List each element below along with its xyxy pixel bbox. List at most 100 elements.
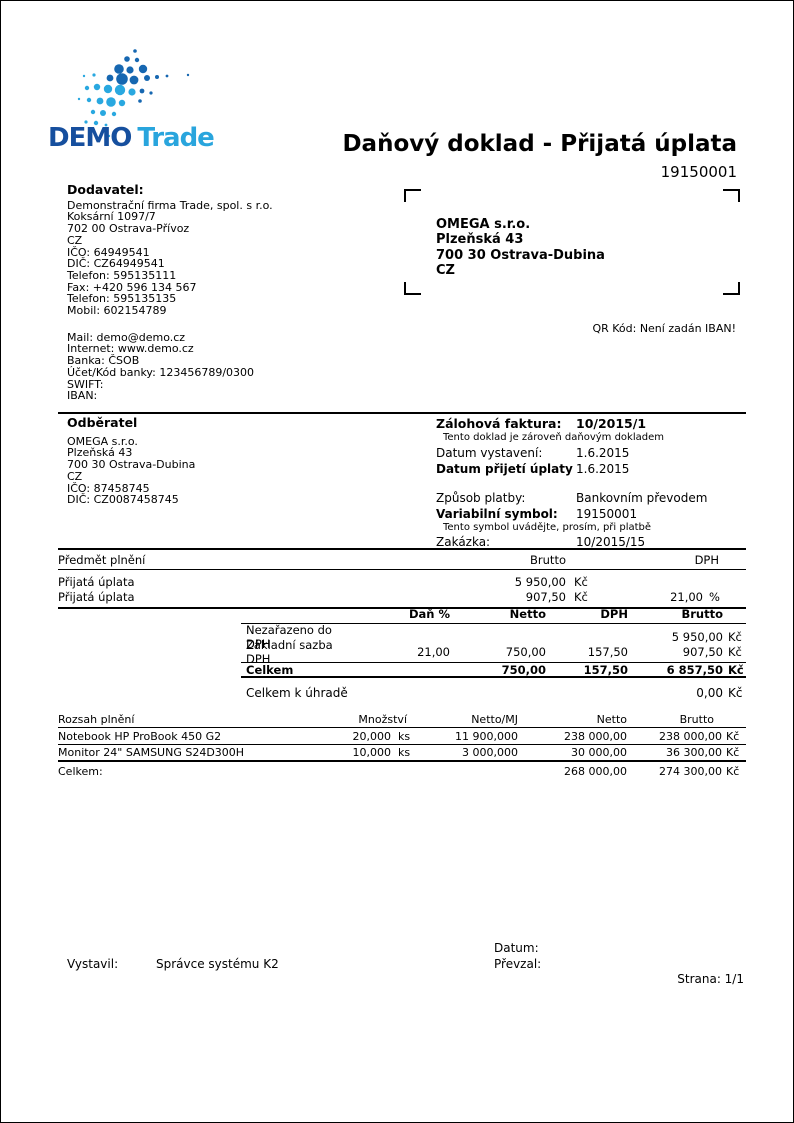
demo-trade-logo-dots-icon [77,49,190,138]
items-table: Rozsah plnění Množství Netto/MJ Netto Br… [58,711,746,780]
window-corner-bottom-left [404,282,421,295]
vat-row-currency: Kč [728,629,742,644]
item-currency: Kč [726,729,740,743]
supplier-line: 702 00 Ostrava-Přívoz [67,222,190,236]
vat-total-netto: 750,00 [501,662,546,677]
items-total-label: Celkem: [58,764,103,778]
items-total-currency: Kč [726,764,740,778]
item-netto-mj: 3 000,000 [462,746,518,759]
item-brutto: 36 300,00 [666,746,722,759]
item-row: Monitor 24" SAMSUNG S24D300H 10,000 ks 3… [58,745,746,762]
item-name: Monitor 24" SAMSUNG S24D300H [58,746,245,759]
variable-symbol-value: 19150001 [576,507,638,521]
meta-row-invoice: Zálohová faktura: 10/2015/1 [436,416,746,431]
items-table-header: Rozsah plnění Množství Netto/MJ Netto Br… [58,711,746,728]
customer-line: IČO: 87458745 [67,481,150,495]
subject-row: Přijatá úplata 5 950,00 Kč [58,574,746,589]
document-number: 19150001 [660,163,737,181]
invoice-number-value: 10/2015/1 [576,416,647,431]
variable-symbol-note: Tento symbol uvádějte, prosím, při platb… [443,522,652,533]
vat-col-netto: Netto [509,607,546,621]
logo-trade-text: Trade [137,123,214,153]
items-col-name: Rozsah plnění [58,712,135,726]
vat-col-rate: Daň % [408,607,450,621]
supplier-contact-line: SWIFT: [67,377,104,391]
qr-code-note: QR Kód: Není zadán IBAN! [592,322,736,335]
items-total-row: Celkem: 268 000,00 274 300,00 Kč [58,762,746,780]
issue-date-label: Datum vystavení: [436,446,543,460]
supplier-contact-line: Internet: www.demo.cz [67,342,194,356]
meta-row-payment-method: Způsob platby: Bankovním převodem [436,491,746,505]
customer-line: DIČ: CZ0087458745 [67,493,179,507]
issued-by-value: Správce systému K2 [156,957,279,971]
subject-row: Přijatá úplata 907,50 Kč 21,00 % [58,589,746,604]
payment-date-label: Datum přijetí úplaty [436,462,573,476]
subject-row-currency: Kč [574,574,588,589]
vat-row: Nezařazeno do DPH 5 950,00 Kč [241,623,746,651]
vat-total-brutto: 6 857,50 [666,662,723,677]
meta-row-issue-date: Datum vystavení: 1.6.2015 [436,446,746,460]
item-netto-mj: 11 900,000 [455,729,518,743]
order-value: 10/2015/15 [576,535,646,549]
item-currency: Kč [726,746,740,759]
vat-total-currency: Kč [728,662,744,677]
recipient-address-line: Plzeňská 43 [436,232,524,248]
subject-row-currency: Kč [574,589,588,604]
issue-date-value: 1.6.2015 [576,446,630,460]
supplier-line: Telefon: 595135135 [67,292,177,306]
customer-line: OMEGA s.r.o. [67,434,138,448]
invoice-number-label: Zálohová faktura: [436,416,562,431]
supplier-contact-line: Banka: ČSOB [67,354,140,368]
logo-demo-text: DEMO [48,123,132,153]
item-netto: 238 000,00 [564,729,627,743]
items-total-netto: 268 000,00 [564,764,627,778]
vat-row: Základní sazba DPH 21,00 750,00 157,50 9… [241,638,746,666]
payment-method-label: Způsob platby: [436,491,526,505]
vat-row-brutto: 5 950,00 [671,629,723,644]
supplier-contact-line: IBAN: [67,389,98,403]
vat-row-label: Nezařazeno do DPH [246,622,332,651]
amount-due-value: 0,00 [696,686,723,700]
meta-row-order: Zakázka: 10/2015/15 [436,535,746,549]
order-label: Zakázka: [436,535,491,549]
variable-symbol-label: Variabilní symbol: [436,507,558,521]
subject-table: Předmět plnění Brutto DPH Přijatá úplata… [58,548,746,609]
vat-row-rate: 21,00 [417,645,450,660]
issued-by-label: Vystavil: [67,957,119,971]
items-total-brutto: 274 300,00 [659,764,722,778]
supplier-line: Koksární 1097/7 [67,210,156,224]
recipient-address-window: OMEGA s.r.o. Plzeňská 43 700 30 Ostrava-… [404,189,740,295]
supplier-contact-block: Mail: demo@demo.cz Internet: www.demo.cz… [67,332,367,402]
window-corner-top-right [723,189,740,202]
item-netto: 30 000,00 [571,746,627,759]
supplier-section: Dodavatel: Demonstrační firma Trade, spo… [67,183,367,402]
supplier-line: Demonstrační firma Trade, spol. s r.o. [67,198,273,212]
meta-row-payment-date: Datum přijetí úplaty 1.6.2015 [436,462,746,476]
item-name: Notebook HP ProBook 450 G2 [58,729,222,743]
recipient-address-line: 700 30 Ostrava-Dubina [436,247,605,263]
customer-heading: Odběratel [67,415,138,430]
amount-due-label: Celkem k úhradě [246,686,348,700]
recipient-address-line: OMEGA s.r.o. [436,217,531,232]
payment-date-value: 1.6.2015 [576,462,630,476]
payment-method-value: Bankovním převodem [576,491,708,505]
window-corner-top-left [404,189,421,202]
vat-table-header: Daň % Netto DPH Brutto [241,605,746,624]
subject-table-header: Předmět plnění Brutto DPH [58,550,746,570]
customer-line: 700 30 Ostrava-Dubina [67,458,196,472]
recipient-address-line: CZ [436,263,455,279]
item-qty: 10,000 [352,746,392,759]
subject-table-bottom-rule [58,607,746,609]
window-corner-bottom-right [723,282,740,295]
item-row: Notebook HP ProBook 450 G2 20,000 ks 11 … [58,728,746,745]
vat-col-brutto: Brutto [681,607,723,621]
amount-due-row: Celkem k úhradě 0,00 Kč [241,686,746,700]
customer-line: Plzeňská 43 [67,446,133,460]
meta-row-variable-symbol: Variabilní symbol: 19150001 [436,507,746,521]
invoice-note: Tento doklad je zároveň daňovým dokladem [443,432,664,443]
subject-row-label: Přijatá úplata [58,589,135,604]
vat-summary-table: Daň % Netto DPH Brutto Nezařazeno do DPH… [241,605,746,700]
subject-row-pct: % [709,589,720,604]
item-unit: ks [398,746,411,759]
